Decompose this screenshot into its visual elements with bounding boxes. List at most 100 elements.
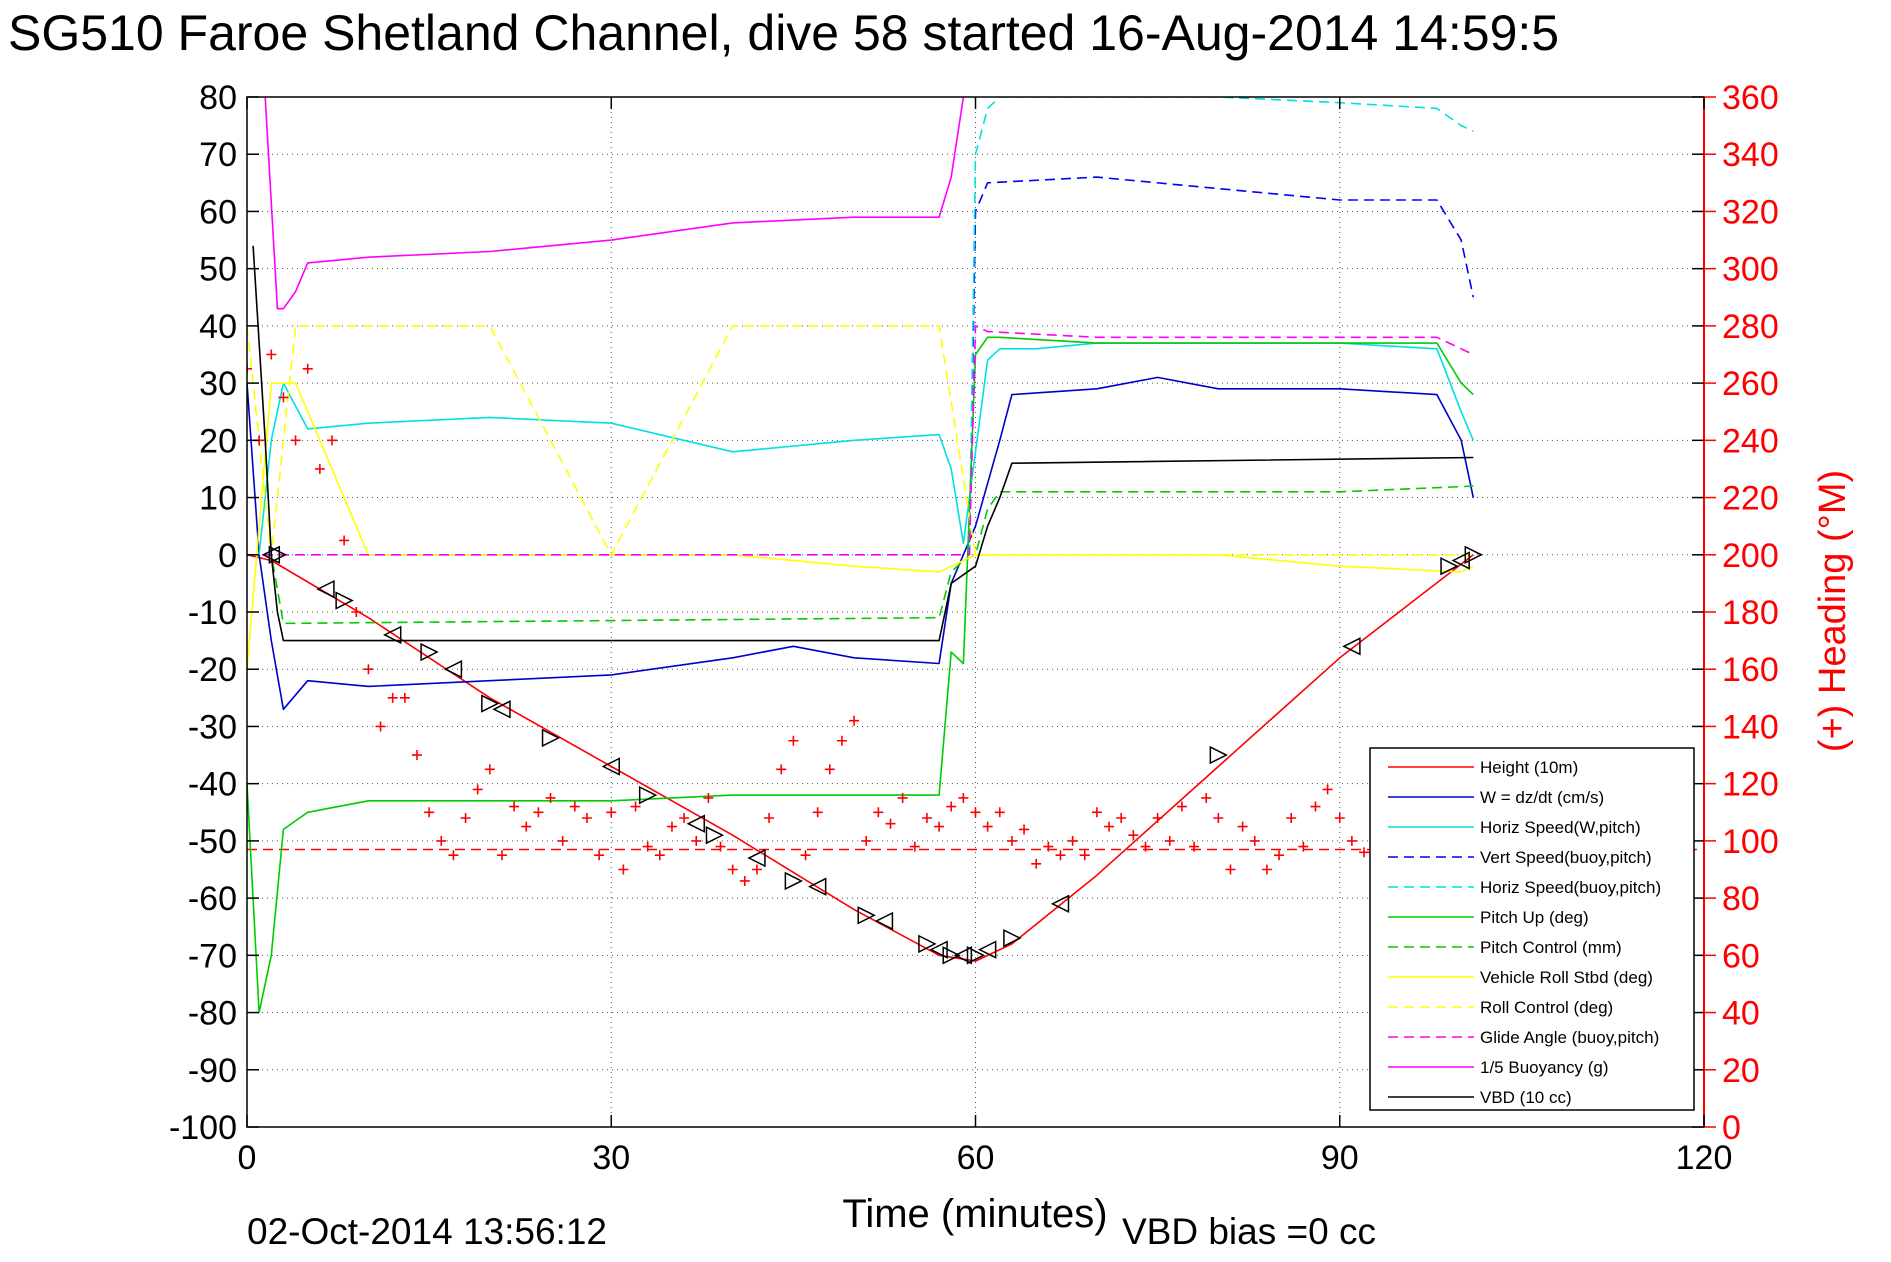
heading-marker [776,764,787,775]
apogee-marker [942,946,961,965]
y2-tick-label: 120 [1722,766,1779,804]
heading-marker [921,813,932,823]
heading-marker [1128,830,1139,841]
apogee-marker [966,946,986,965]
legend-label: 1/5 Buoyancy (g) [1480,1058,1609,1077]
grid [247,97,1704,1127]
y2-tick-label: 240 [1722,422,1779,460]
y2-tick-label: 180 [1722,594,1779,632]
heading-marker [606,807,617,818]
axis-left: 80 70 60 50 40 30 20 10 0 -10 -20 -30 -40 -50 -60 -70 -8… [169,79,1704,1147]
heading-marker [970,807,981,818]
y2-tick-label: 260 [1722,365,1779,403]
apogee-marker [747,848,766,868]
apogee-marker [481,694,500,713]
apogee-marker [977,940,997,959]
heading-marker [302,363,313,374]
heading-marker [1225,864,1236,875]
heading-marker [1237,821,1248,832]
y-tick-label: 30 [199,365,237,403]
legend-label: W = dz/dt (cm/s) [1480,788,1604,807]
series-line-10 [247,325,1474,556]
legend-label: Vehicle Roll Stbd (deg) [1480,968,1653,987]
y-tick-label: -40 [188,766,237,804]
heading-marker [764,813,775,823]
apogee-marker [261,545,281,564]
y-tick-label: 40 [199,308,237,346]
axis-bottom: 0 30 60 90 120 [238,97,1733,1177]
heading-marker [569,801,580,812]
heading-marker [630,801,641,812]
legend-label: Roll Control (deg) [1480,998,1613,1017]
heading-marker [1286,813,1297,823]
heading-marker [679,813,690,823]
heading-marker [1140,841,1151,852]
heading-marker [594,850,605,861]
x-tick-label: 90 [1321,1139,1359,1177]
heading-marker [897,792,908,803]
footer-timestamp: 02-Oct-2014 13:56:12 [247,1211,607,1252]
heading-marker [618,864,629,875]
heading-marker [1104,821,1115,832]
heading-marker [1359,847,1370,858]
apogee-marker [268,545,288,564]
apogee-marker [857,906,876,925]
heading-marker [387,692,398,703]
apogee-marker [316,579,335,599]
heading-marker [861,835,872,846]
legend-label: Height (10m) [1480,758,1578,777]
y2-tick-label: 360 [1722,79,1779,117]
heading-marker [1176,801,1187,812]
y2-tick-label: 340 [1722,136,1779,174]
heading-marker [885,818,896,829]
heading-marker [1006,835,1017,846]
heading-marker [1334,813,1345,823]
apogee-marker [918,934,937,954]
heading-marker [363,664,374,675]
y-tick-label: 70 [199,136,237,174]
y2-tick-label: 100 [1722,823,1779,861]
y-tick-label: 80 [199,79,237,117]
heading-marker [472,784,483,795]
heading-marker [484,764,495,775]
x-axis-label: Time (minutes) [842,1192,1107,1236]
legend-label: Horiz Speed(buoy,pitch) [1480,878,1661,897]
heading-marker [824,764,835,775]
heading-marker [375,721,386,732]
heading-marker [266,349,277,360]
heading-marker [436,835,447,846]
heading-marker [739,875,750,886]
heading-marker [411,750,422,761]
legend-label: Pitch Up (deg) [1480,908,1589,927]
heading-marker [946,801,957,812]
heading-marker [424,807,435,818]
y-tick-label: -60 [188,880,237,918]
y-tick-label: -10 [188,594,237,632]
legend: Height (10m) W = dz/dt (cm/s) Horiz Speed(… [1369,747,1695,1111]
heading-marker [1189,841,1200,852]
heading-marker [800,850,811,861]
legend-label: Pitch Control (mm) [1480,938,1622,957]
heading-marker [460,813,471,823]
series-line-5 [968,97,1474,555]
heading-marker [339,535,350,546]
heading-marker [1310,801,1321,812]
heading-marker [1043,841,1054,852]
x-tick-label: 120 [1676,1139,1733,1177]
heading-marker [1152,813,1163,823]
heading-marker [1019,824,1030,835]
heading-marker [1079,850,1090,861]
series-line-6 [247,336,1474,1014]
apogee-marker [541,728,561,748]
heading-marker [958,792,969,803]
heading-marker [509,801,520,812]
heading-marker [1249,835,1260,846]
axis-right: 3603403203002802602402202001801601401201… [1704,79,1779,1147]
y-tick-label: 20 [199,422,237,460]
y2-tick-label: 280 [1722,308,1779,346]
footer-vbd-bias: VBD bias =0 cc [1122,1211,1376,1252]
legend-label: Glide Angle (buoy,pitch) [1480,1028,1659,1047]
heading-marker [1116,813,1127,823]
heading-marker [351,607,362,617]
heading-marker [1261,864,1272,875]
